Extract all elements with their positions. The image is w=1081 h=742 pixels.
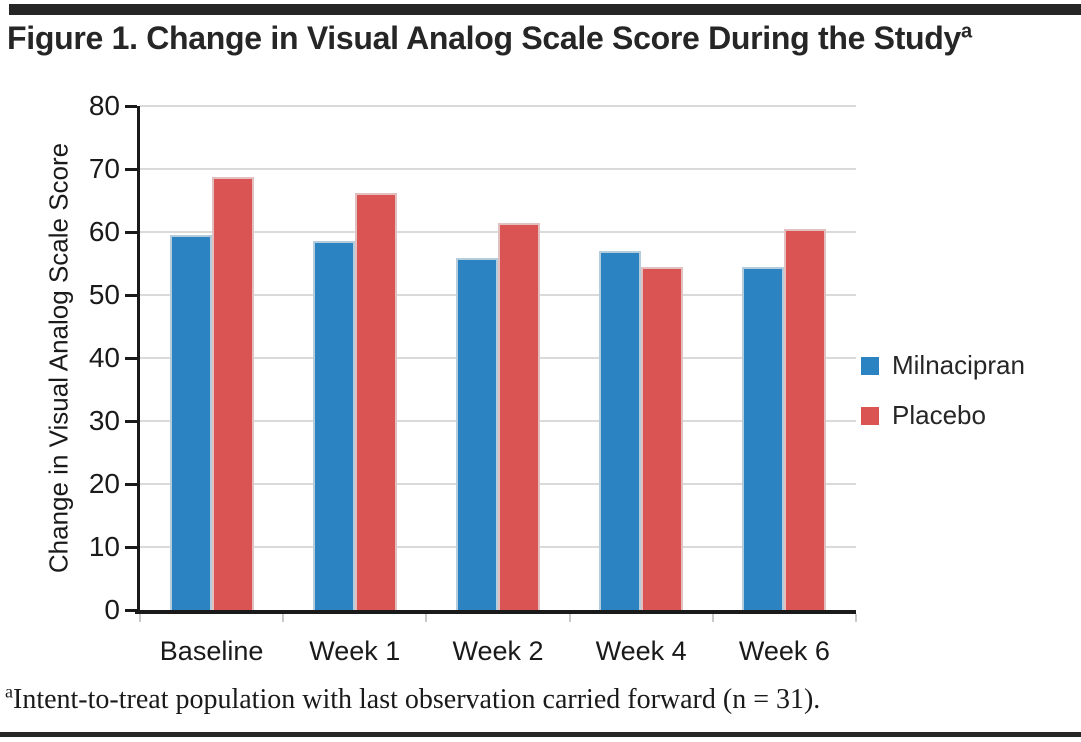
milnacipran-swatch xyxy=(861,356,879,375)
x-boundary-tick-4 xyxy=(711,614,714,622)
y-tick-40 xyxy=(125,357,137,360)
bar-placebo-week-1 xyxy=(354,192,397,610)
footnote-superscript: a xyxy=(5,681,13,702)
bar-placebo-week-2 xyxy=(498,222,540,610)
footnote: aIntent-to-treat population with last ob… xyxy=(5,681,821,716)
legend-item-milnacipran: Milnacipran xyxy=(861,350,1025,380)
gridline-y-80 xyxy=(140,105,856,107)
bar-milnacipran-week-2 xyxy=(456,258,498,610)
x-boundary-tick-0 xyxy=(139,614,141,622)
bar-milnacipran-week-6 xyxy=(742,266,785,610)
y-tick-50 xyxy=(125,294,137,297)
legend-label-milnacipran: Milnacipran xyxy=(892,350,1025,380)
y-tick-20 xyxy=(125,483,137,486)
y-tick-label-10: 10 xyxy=(88,531,120,562)
legend-item-placebo: Placebo xyxy=(861,400,1025,430)
y-tick-label-70: 70 xyxy=(88,153,120,184)
bar-placebo-week-4 xyxy=(641,266,684,610)
placebo-swatch xyxy=(861,406,879,425)
y-tick-10 xyxy=(125,546,137,549)
y-tick-label-0: 0 xyxy=(104,594,120,625)
bar-milnacipran-baseline xyxy=(169,235,212,610)
y-tick-80 xyxy=(125,105,137,108)
figure-title-superscript: a xyxy=(961,20,972,43)
x-tick-label-baseline: Baseline xyxy=(159,636,264,666)
figure-title-text: Figure 1. Change in Visual Analog Scale … xyxy=(7,20,962,56)
y-tick-30 xyxy=(125,420,137,423)
y-tick-label-20: 20 xyxy=(88,468,120,499)
x-tick-label-week-6: Week 6 xyxy=(738,636,830,666)
y-tick-label-30: 30 xyxy=(88,405,120,436)
x-boundary-tick-3 xyxy=(568,614,571,622)
y-tick-label-80: 80 xyxy=(88,90,120,121)
x-tick-label-week-1: Week 1 xyxy=(309,636,401,666)
legend-label-placebo: Placebo xyxy=(892,400,986,430)
footnote-text: Intent-to-treat population with last obs… xyxy=(13,684,821,715)
bar-placebo-baseline xyxy=(211,176,254,610)
x-boundary-tick-5 xyxy=(855,614,857,622)
x-axis-line xyxy=(135,610,856,614)
bar-milnacipran-week-4 xyxy=(599,250,642,610)
y-axis-title: Change in Visual Analog Scale Score xyxy=(43,142,74,574)
x-boundary-tick-1 xyxy=(282,614,285,622)
y-tick-60 xyxy=(125,231,137,234)
x-tick-label-week-2: Week 2 xyxy=(452,636,544,666)
top-divider xyxy=(9,4,1081,15)
y-tick-label-60: 60 xyxy=(88,216,120,247)
bar-placebo-week-6 xyxy=(784,228,827,610)
y-axis-line xyxy=(137,106,140,614)
bottom-divider xyxy=(0,732,1081,737)
x-tick-label-week-4: Week 4 xyxy=(595,636,687,666)
x-boundary-tick-2 xyxy=(425,614,428,622)
y-tick-70 xyxy=(125,168,137,171)
y-tick-label-50: 50 xyxy=(88,279,120,310)
legend: Milnacipran Placebo xyxy=(861,350,1025,430)
y-tick-0 xyxy=(125,609,137,612)
y-tick-label-40: 40 xyxy=(88,342,120,373)
gridline-y-70 xyxy=(140,168,856,170)
figure-title: Figure 1. Change in Visual Analog Scale … xyxy=(7,20,972,57)
bar-milnacipran-week-1 xyxy=(312,240,355,610)
